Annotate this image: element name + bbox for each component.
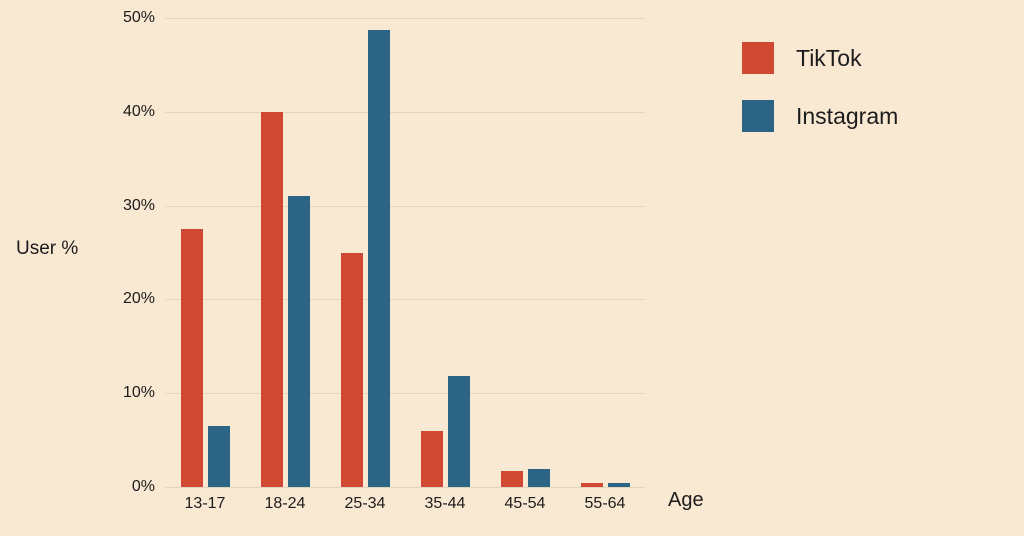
y-tick-label: 10% <box>122 384 155 402</box>
bar-tiktok-35-44 <box>420 430 443 487</box>
bar-tiktok-18-24 <box>260 111 283 487</box>
x-tick-label: 35-44 <box>424 495 466 512</box>
bar-tiktok-13-17 <box>180 229 203 487</box>
bar-instagram-35-44 <box>447 376 470 487</box>
bar-instagram-55-64 <box>607 483 630 487</box>
gridline <box>165 299 645 301</box>
y-tick-label: 0% <box>131 478 155 495</box>
x-tick-label: 18-24 <box>264 495 306 512</box>
legend-swatch-tiktok <box>742 42 774 74</box>
gridline <box>165 205 645 207</box>
legend-swatch-instagram <box>742 100 774 132</box>
y-tick-label: 40% <box>122 102 155 120</box>
gridline <box>165 18 645 19</box>
legend-label-instagram: Instagram <box>796 102 899 129</box>
gridline <box>165 393 645 395</box>
bar-tiktok-25-34 <box>340 252 363 487</box>
y-axis-title: User % <box>16 238 79 259</box>
legend-item-tiktok: TikTok <box>742 42 898 74</box>
y-tick-label: 30% <box>122 196 155 214</box>
x-axis-title: Age <box>668 489 704 511</box>
legend-item-instagram: Instagram <box>742 100 898 132</box>
bar-instagram-18-24 <box>287 196 310 487</box>
x-tick-label: 45-54 <box>504 495 546 512</box>
x-tick-label: 13-17 <box>184 495 226 512</box>
legend-label-tiktok: TikTok <box>796 44 862 71</box>
legend: TikTok Instagram <box>742 42 898 132</box>
bar-tiktok-45-54 <box>500 471 523 487</box>
y-tick-label: 20% <box>122 290 155 308</box>
y-tick-label: 50% <box>122 9 155 26</box>
x-tick-label: 55-64 <box>584 495 626 512</box>
plot-area: 0% 10% 20% 30% 40% 50% 13-17 18-24 25-34 35-44 45-… <box>123 9 645 512</box>
bar-instagram-13-17 <box>207 426 230 487</box>
x-tick-label: 25-34 <box>344 495 386 512</box>
bar-instagram-25-34 <box>367 30 390 487</box>
gridline <box>165 111 645 113</box>
bar-instagram-45-54 <box>527 469 550 487</box>
gridline <box>165 487 645 488</box>
bar-tiktok-55-64 <box>580 483 603 487</box>
